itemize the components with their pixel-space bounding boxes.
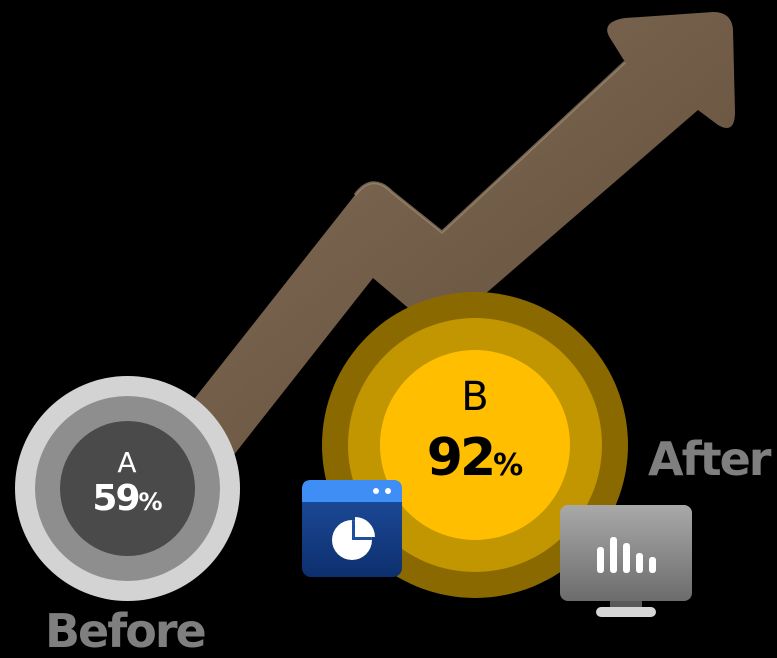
before-value: 59 [92, 478, 140, 519]
after-label: After [648, 432, 771, 486]
after-unit: % [493, 448, 524, 483]
before-progress-circle [15, 376, 240, 601]
before-unit: % [138, 488, 163, 516]
after-percent: 92% [322, 428, 628, 488]
before-letter: A [117, 446, 138, 479]
after-value: 92 [426, 428, 496, 488]
bar-chart-monitor-icon [560, 505, 692, 617]
before-label: Before [45, 604, 207, 658]
before-core [60, 421, 195, 556]
before-percent: 59% [0, 478, 255, 519]
after-letter: B [461, 374, 489, 420]
after-core [380, 350, 570, 540]
pie-chart-window-icon [302, 480, 402, 577]
